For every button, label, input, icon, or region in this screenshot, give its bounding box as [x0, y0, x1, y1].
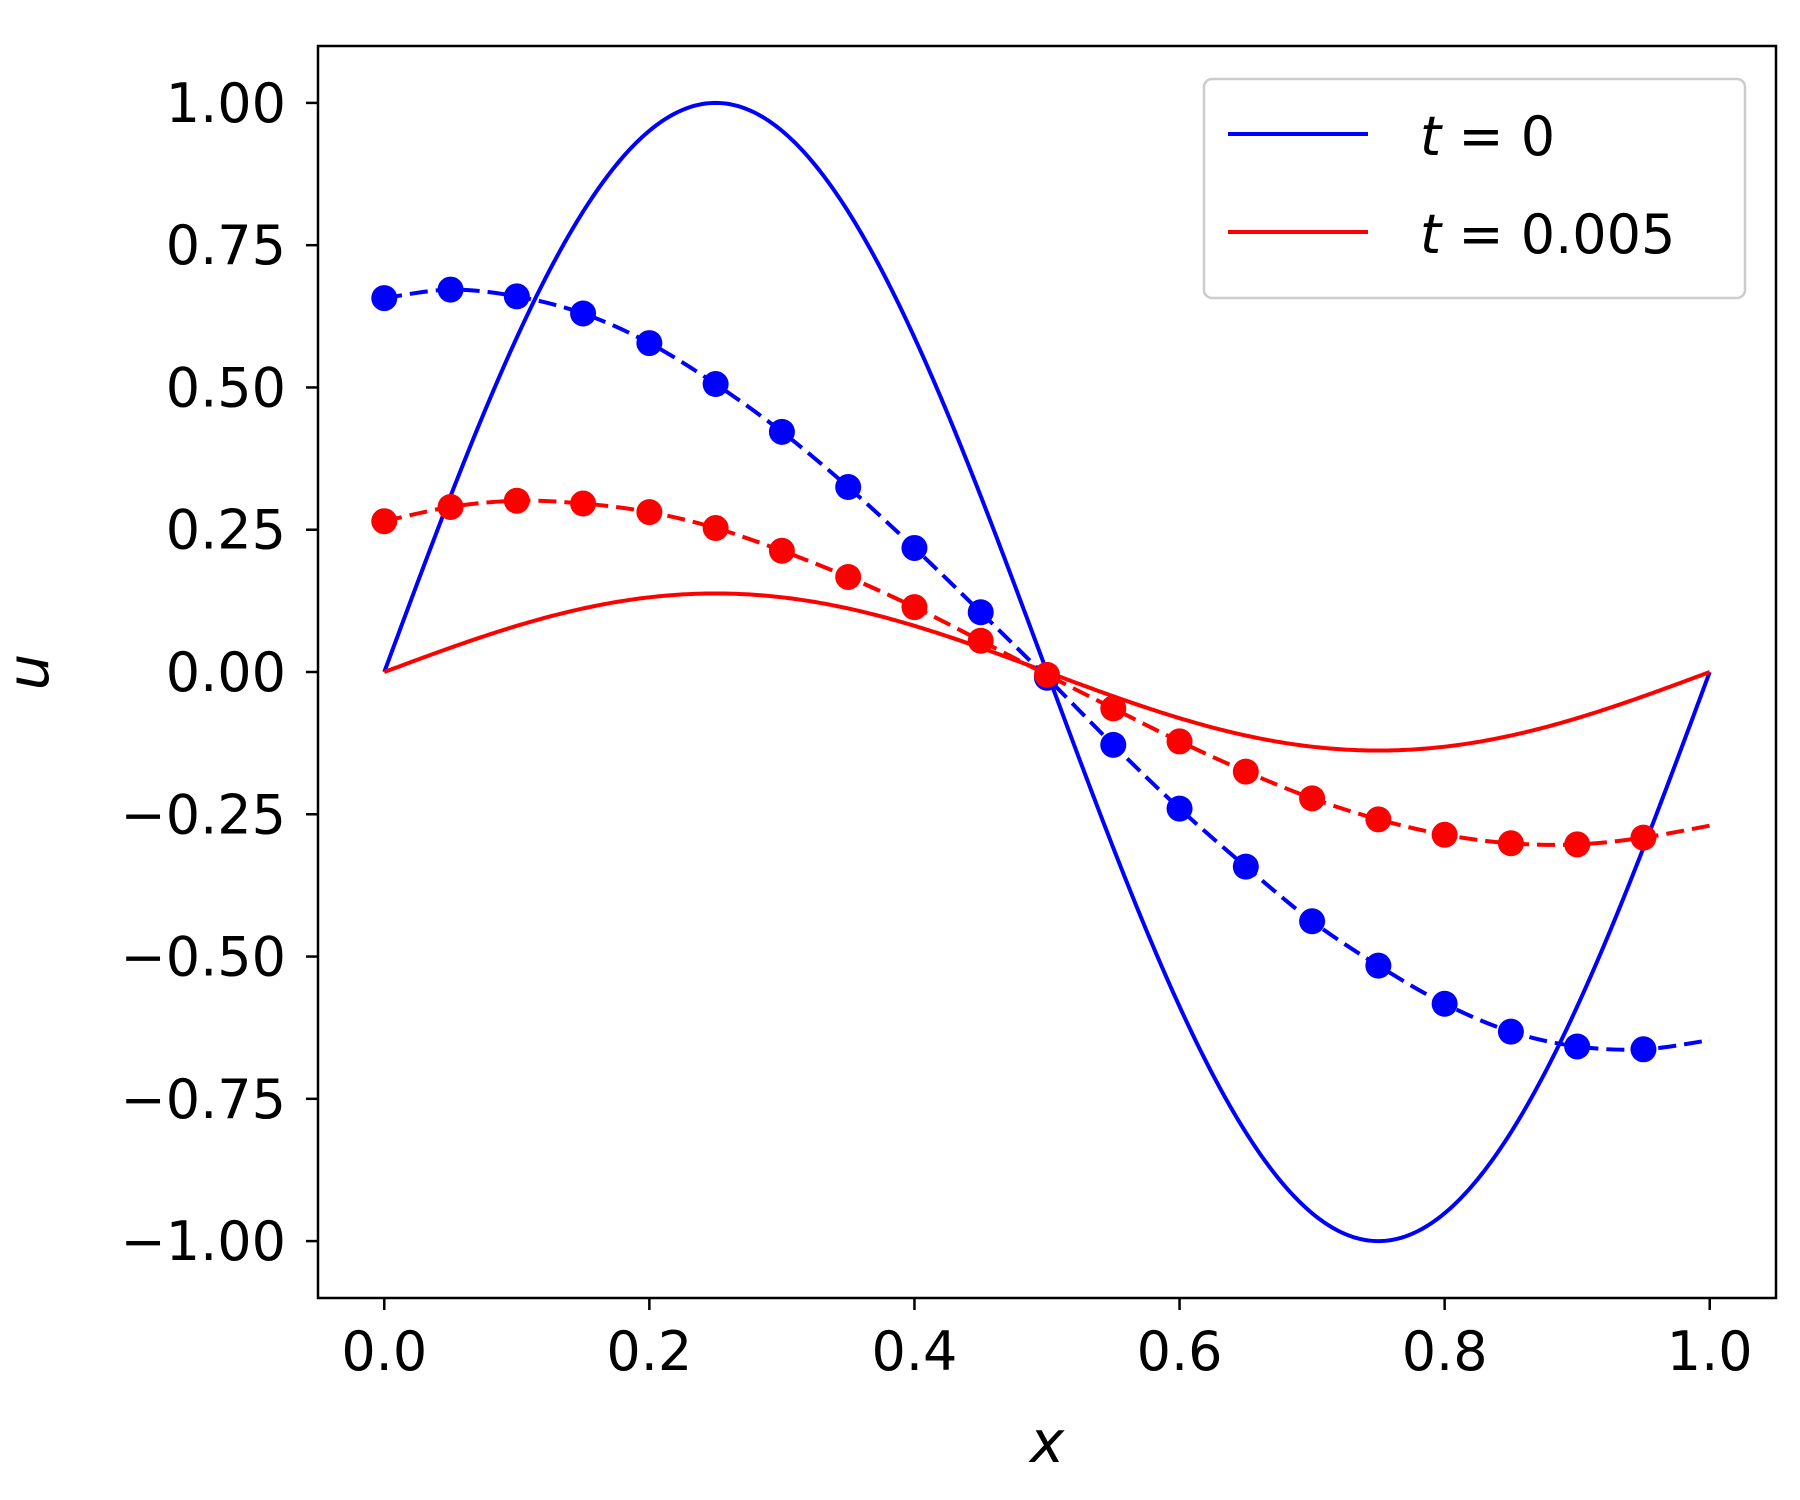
data-point	[901, 534, 928, 561]
x-tick-label: 0.4	[872, 1320, 958, 1383]
y-axis-title: u	[0, 654, 62, 691]
data-point	[768, 537, 795, 564]
x-axis-title: x	[1028, 1408, 1065, 1476]
ticks-layer: 0.0 0.2 0.4 0.6 0.8 1.0 1.00 0.75 0.50 0.25 0.00 −0…	[121, 72, 1753, 1383]
data-point	[1034, 661, 1060, 688]
data-point	[636, 499, 663, 526]
data-point	[1166, 728, 1193, 755]
x-tick-label: 0.8	[1402, 1320, 1488, 1383]
y-tick-label: 0.75	[166, 214, 286, 277]
series-dashed-line	[383, 498, 1711, 847]
data-point	[1497, 1018, 1524, 1045]
legend-rest-blue: = 0	[1441, 105, 1555, 168]
legend: t = 0 t = 0.005	[1202, 77, 1747, 300]
data-point	[570, 490, 597, 517]
data-point	[1564, 1033, 1591, 1060]
data-point	[1232, 758, 1259, 785]
y-tick-label: −1.00	[121, 1210, 286, 1273]
y-tick-label: −0.25	[121, 783, 286, 846]
data-point	[835, 474, 862, 501]
y-tick-label: 1.00	[166, 72, 286, 135]
data-point	[1232, 853, 1259, 880]
x-tick-label: 0.6	[1137, 1320, 1223, 1383]
y-tick-label: 0.50	[166, 356, 286, 419]
data-point	[636, 330, 663, 357]
x-tick-label: 0.0	[341, 1320, 427, 1383]
data-point	[1497, 830, 1524, 857]
data-point	[702, 515, 729, 542]
data-point	[1365, 806, 1392, 833]
y-tick-label: 0.25	[166, 499, 286, 562]
data-point	[1431, 990, 1458, 1017]
data-point	[768, 418, 795, 445]
data-point	[1100, 695, 1127, 722]
data-point	[901, 594, 928, 621]
legend-var-red: t	[1420, 203, 1443, 266]
x-tick-label: 1.0	[1667, 1320, 1753, 1383]
data-point	[1365, 952, 1392, 979]
data-point	[1100, 731, 1127, 758]
data-point	[967, 627, 994, 654]
series-layer	[371, 100, 1712, 1244]
legend-var-blue: t	[1420, 105, 1443, 168]
data-point	[835, 563, 862, 590]
y-tick-label: −0.50	[121, 926, 286, 989]
legend-label-blue: t = 0	[1420, 105, 1555, 168]
data-point	[1431, 821, 1458, 848]
data-point	[437, 276, 464, 303]
legend-label-red: t = 0.005	[1420, 203, 1675, 266]
data-point	[570, 300, 597, 327]
data-point	[1630, 1036, 1657, 1063]
y-tick-label: 0.00	[166, 641, 286, 704]
data-point	[503, 487, 530, 514]
y-tick-label: −0.75	[121, 1068, 286, 1131]
data-point	[1166, 795, 1193, 822]
data-point	[437, 493, 464, 520]
data-point	[503, 283, 530, 310]
data-point	[1630, 824, 1657, 851]
data-point	[371, 508, 398, 535]
data-point	[371, 285, 398, 312]
data-point	[1299, 908, 1326, 935]
x-tick-label: 0.2	[606, 1320, 692, 1383]
legend-rest-red: = 0.005	[1441, 203, 1675, 266]
data-point	[1299, 785, 1326, 812]
data-point	[967, 599, 994, 626]
data-point	[702, 371, 729, 398]
data-point	[1564, 831, 1591, 858]
